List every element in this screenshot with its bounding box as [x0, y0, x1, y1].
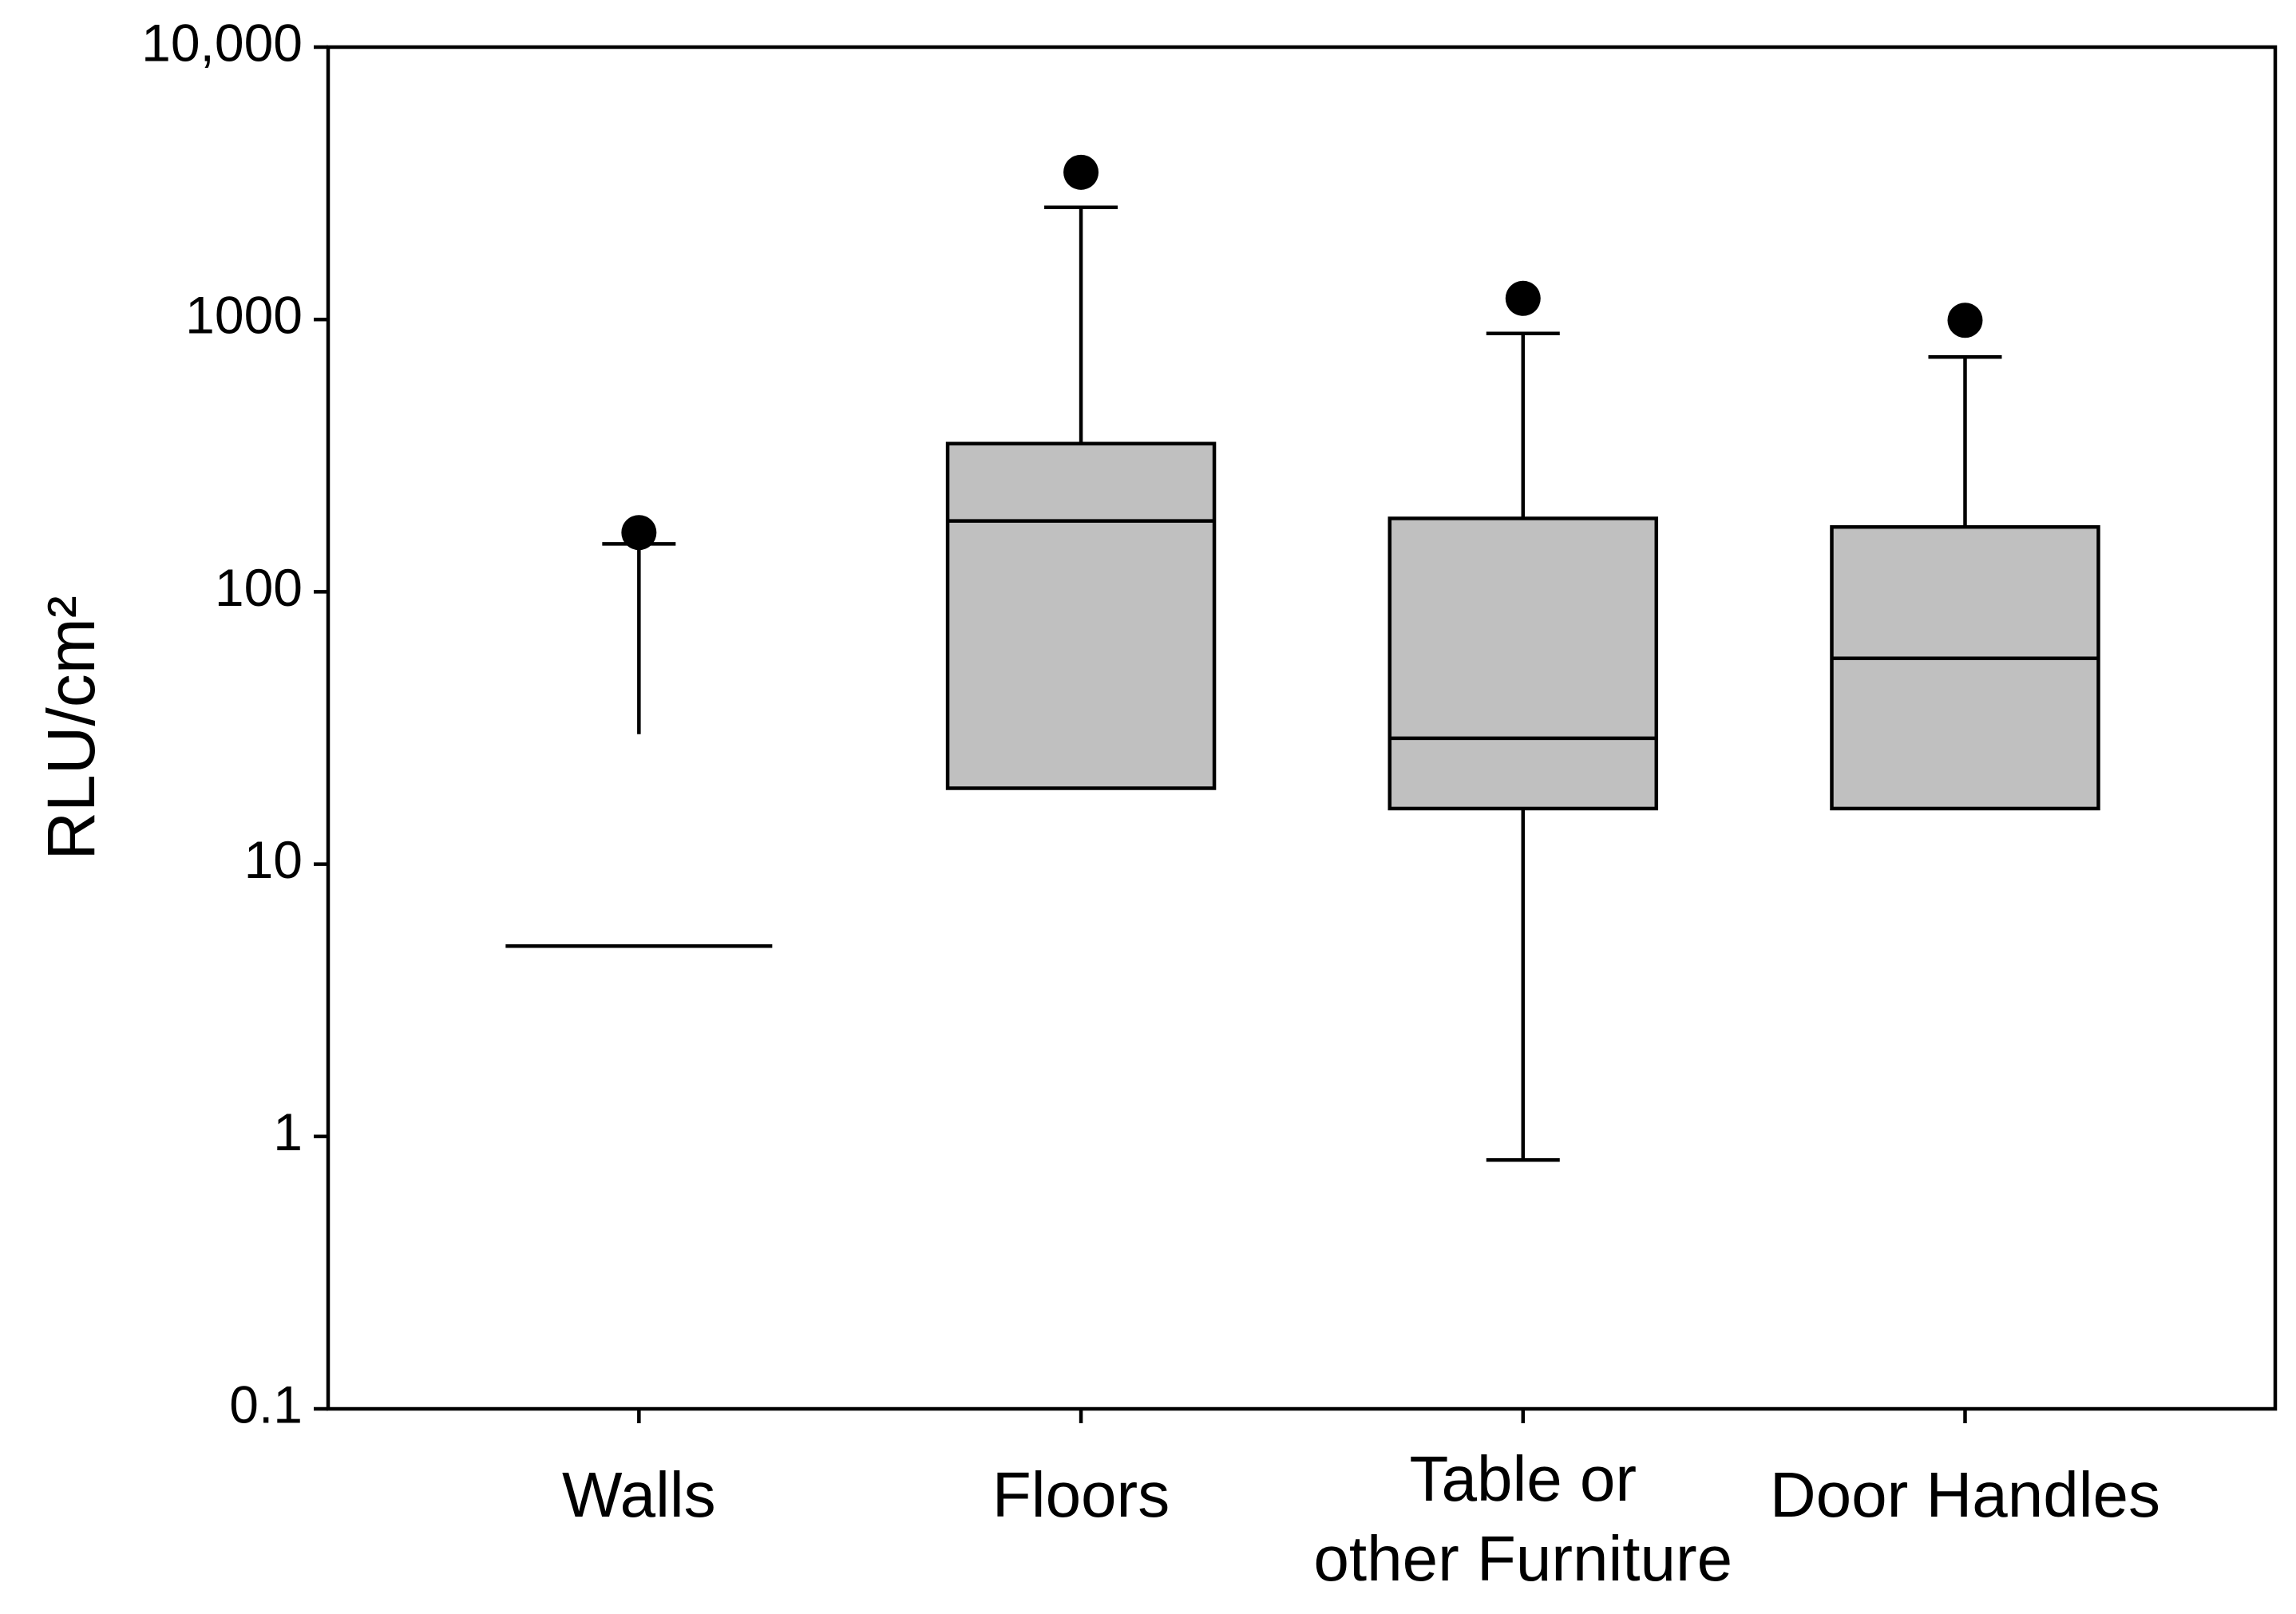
y-tick-label: 1000: [185, 286, 303, 345]
plot-frame: [326, 45, 2278, 1411]
y-tick-label: 10: [244, 830, 303, 889]
outlier: [1947, 303, 1983, 338]
y-tick-label: 100: [215, 558, 303, 617]
outlier: [1063, 154, 1099, 190]
x-tick-label: Floors: [992, 1459, 1170, 1530]
box: [945, 441, 1217, 790]
y-tick-label: 10,000: [141, 13, 303, 72]
y-tick-label: 1: [273, 1102, 303, 1161]
box: [1830, 524, 2100, 811]
outlier: [1505, 280, 1541, 316]
outlier: [621, 515, 657, 551]
box: [1387, 516, 1659, 811]
x-tick-label: Walls: [562, 1459, 716, 1530]
x-tick-label: Table or other Furniture: [1313, 1443, 1732, 1594]
y-axis-label: RLU/cm²: [34, 595, 109, 860]
y-tick-label: 0.1: [229, 1375, 303, 1434]
x-tick-label: Door Handles: [1770, 1459, 2160, 1530]
